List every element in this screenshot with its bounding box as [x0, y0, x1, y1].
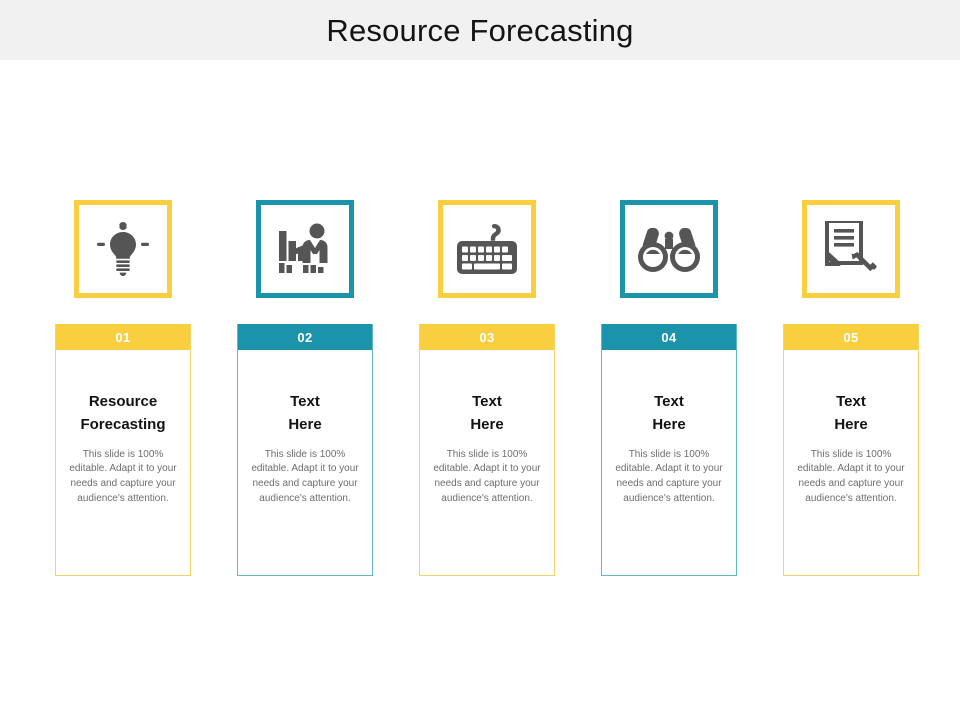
card-body-02: 02 Text Here This slide is 100% editable…	[237, 324, 373, 576]
presenter-bar-chart-icon	[277, 223, 333, 275]
card-row: 01 Resource Forecasting This slide is 10…	[55, 200, 919, 576]
card-heading-04: Text Here	[652, 393, 686, 434]
card-description-04: This slide is 100% editable. Adapt it to…	[615, 448, 723, 504]
icon-box-05	[802, 200, 900, 298]
page-title: Resource Forecasting	[326, 12, 634, 48]
card-heading-05: Text Here	[834, 393, 868, 434]
card-number-02: 02	[238, 324, 372, 350]
icon-box-03	[438, 200, 536, 298]
lightbulb-icon	[97, 222, 149, 276]
icon-box-04	[620, 200, 718, 298]
card-description-05: This slide is 100% editable. Adapt it to…	[797, 448, 905, 504]
card-number-01: 01	[56, 324, 190, 350]
card-01[interactable]: 01 Resource Forecasting This slide is 10…	[55, 200, 191, 576]
card-body-04: 04 Text Here This slide is 100% editable…	[601, 324, 737, 576]
card-number-04: 04	[602, 324, 736, 350]
icon-box-02	[256, 200, 354, 298]
card-heading-03: Text Here	[470, 393, 504, 434]
binoculars-icon	[638, 226, 700, 272]
card-description-03: This slide is 100% editable. Adapt it to…	[433, 448, 541, 504]
card-02[interactable]: 02 Text Here This slide is 100% editable…	[237, 200, 373, 576]
icon-box-01	[74, 200, 172, 298]
document-pencil-icon	[825, 221, 877, 277]
card-body-03: 03 Text Here This slide is 100% editable…	[419, 324, 555, 576]
card-heading-02: Text Here	[288, 393, 322, 434]
card-04[interactable]: 04 Text Here This slide is 100% editable…	[601, 200, 737, 576]
card-description-02: This slide is 100% editable. Adapt it to…	[251, 448, 359, 504]
card-body-01: 01 Resource Forecasting This slide is 10…	[55, 324, 191, 576]
card-description-01: This slide is 100% editable. Adapt it to…	[69, 448, 177, 504]
card-05[interactable]: 05 Text Here This slide is 100% editable…	[783, 200, 919, 576]
card-heading-01: Resource Forecasting	[80, 393, 166, 434]
card-number-03: 03	[420, 324, 554, 350]
card-03[interactable]: 03 Text Here This slide is 100% editable…	[419, 200, 555, 576]
card-body-05: 05 Text Here This slide is 100% editable…	[783, 324, 919, 576]
card-number-05: 05	[784, 324, 918, 350]
slide-title-bar: Resource Forecasting	[0, 0, 960, 60]
keyboard-icon	[457, 224, 517, 274]
